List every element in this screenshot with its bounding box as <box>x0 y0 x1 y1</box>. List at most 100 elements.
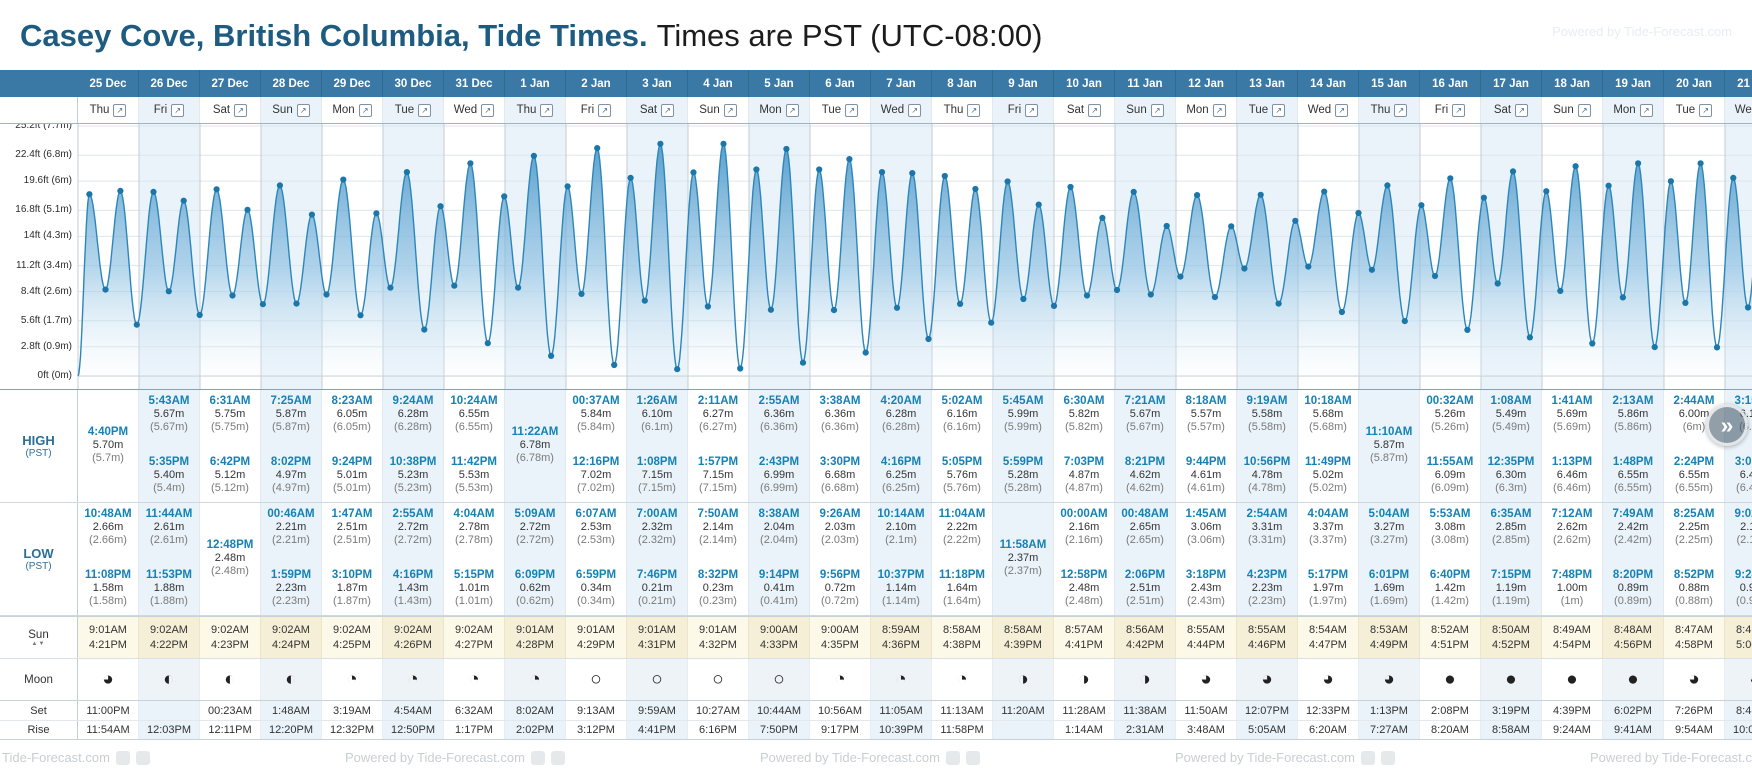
expand-day-icon[interactable]: ↗ <box>1452 103 1466 117</box>
expand-day-icon[interactable]: ↗ <box>1394 103 1408 117</box>
expand-day-icon[interactable]: ↗ <box>113 103 127 117</box>
expand-day-icon[interactable]: ↗ <box>358 103 372 117</box>
tide-time: 5:02AM <box>941 395 983 407</box>
sunset-time: 4:49PM <box>1370 639 1408 651</box>
expand-day-icon[interactable]: ↗ <box>1335 103 1349 117</box>
sun-times-cell: 9:01AM 4:31PM <box>627 617 688 658</box>
expand-day-icon[interactable]: ↗ <box>1639 103 1653 117</box>
expand-day-icon[interactable]: ↗ <box>481 103 495 117</box>
tide-time: 6:35AM <box>1490 508 1532 520</box>
expand-day-icon[interactable]: ↗ <box>785 103 799 117</box>
moonrise-cell: 2:02PM <box>505 721 566 739</box>
expand-day-icon[interactable]: ↗ <box>1212 103 1226 117</box>
footer-watermark-link[interactable]: Powered by Tide-Forecast.com <box>1175 750 1395 765</box>
expand-day-icon[interactable]: ↗ <box>967 103 981 117</box>
expand-day-icon[interactable]: ↗ <box>1577 103 1591 117</box>
expand-day-icon[interactable]: ↗ <box>723 103 737 117</box>
date-header[interactable]: 30 Dec <box>383 70 444 97</box>
social-share-icon[interactable] <box>115 750 130 765</box>
expand-day-icon[interactable]: ↗ <box>598 103 612 117</box>
social-share-icon[interactable] <box>1380 750 1395 765</box>
date-header[interactable]: 21 Jan <box>1725 70 1752 97</box>
date-header[interactable]: 10 Jan <box>1054 70 1115 97</box>
tide-height: 0.88m <box>1678 582 1710 594</box>
date-header[interactable]: 1 Jan <box>505 70 566 97</box>
date-header[interactable]: 4 Jan <box>688 70 749 97</box>
social-share-icon[interactable] <box>945 750 960 765</box>
tide-height: 4.97m <box>275 469 307 481</box>
date-header[interactable]: 31 Dec <box>444 70 505 97</box>
high-tide-entry: 9:44PM 4.61m (4.61m) <box>1176 456 1236 495</box>
tide-extreme-dot <box>373 210 380 217</box>
date-header[interactable]: 25 Dec <box>78 70 139 97</box>
expand-day-icon[interactable]: ↗ <box>661 103 675 117</box>
date-header[interactable]: 3 Jan <box>627 70 688 97</box>
tide-extreme-dot <box>641 297 648 304</box>
social-share-icon[interactable] <box>135 750 150 765</box>
tide-extreme-dot <box>1572 163 1579 170</box>
weekday-label: Thu <box>516 104 537 116</box>
date-header[interactable]: 6 Jan <box>810 70 871 97</box>
high-tide-cell: 7:25AM 5.87m (5.87m) 8:02PM 4.97m (4.97m) <box>261 390 322 502</box>
expand-day-icon[interactable]: ↗ <box>296 103 310 117</box>
moon-phase-cell: ○ <box>749 659 810 700</box>
low-tide-entry: 6:35AM 2.85m (2.85m) <box>1481 508 1541 547</box>
footer-watermark-link[interactable]: Powered by Tide-Forecast.com <box>1590 750 1752 765</box>
moonrise-cell: 3:12PM <box>566 721 627 739</box>
expand-day-icon[interactable]: ↗ <box>1515 103 1529 117</box>
date-header[interactable]: 12 Jan <box>1176 70 1237 97</box>
low-tide-entry: 3:18PM 2.43m (2.43m) <box>1176 569 1236 608</box>
date-header[interactable]: 26 Dec <box>139 70 200 97</box>
high-tide-cell: 1:08AM 5.49m (5.49m) 12:35PM 6.30m (6.3m) <box>1481 390 1542 502</box>
date-header[interactable]: 18 Jan <box>1542 70 1603 97</box>
date-header[interactable]: 2 Jan <box>566 70 627 97</box>
date-header[interactable]: 29 Dec <box>322 70 383 97</box>
expand-day-icon[interactable]: ↗ <box>234 103 248 117</box>
high-tide-entry: 7:03PM 4.87m (4.87m) <box>1054 456 1114 495</box>
date-header[interactable]: 20 Jan <box>1664 70 1725 97</box>
low-tide-cell: 5:04AM 3.27m (3.27m) 6:01PM 1.69m (1.69m) <box>1359 503 1420 615</box>
date-header[interactable]: 28 Dec <box>261 70 322 97</box>
social-share-icon[interactable] <box>965 750 980 765</box>
social-share-icon[interactable] <box>1360 750 1375 765</box>
expand-day-icon[interactable]: ↗ <box>1025 103 1039 117</box>
tide-time: 5:59PM <box>1002 456 1044 468</box>
date-header[interactable]: 7 Jan <box>871 70 932 97</box>
date-header[interactable]: 15 Jan <box>1359 70 1420 97</box>
weekday-cell: Thu ↗ <box>1359 97 1420 123</box>
date-header[interactable]: 11 Jan <box>1115 70 1176 97</box>
expand-day-icon[interactable]: ↗ <box>845 103 859 117</box>
date-header[interactable]: 5 Jan <box>749 70 810 97</box>
social-share-icon[interactable] <box>530 750 545 765</box>
date-header[interactable]: 8 Jan <box>932 70 993 97</box>
tide-extreme-dot <box>548 352 555 359</box>
sunset-time: 4:29PM <box>577 639 615 651</box>
footer-watermark-link[interactable]: Powered by Tide-Forecast.com <box>345 750 565 765</box>
expand-day-icon[interactable]: ↗ <box>418 103 432 117</box>
tide-extreme-dot <box>972 185 979 193</box>
expand-day-icon[interactable]: ↗ <box>1699 103 1713 117</box>
expand-day-icon[interactable]: ↗ <box>171 103 185 117</box>
date-header[interactable]: 16 Jan <box>1420 70 1481 97</box>
low-tide-cell: 5:53AM 3.08m (3.08m) 6:40PM 1.42m (1.42m) <box>1420 503 1481 615</box>
date-header[interactable]: 9 Jan <box>993 70 1054 97</box>
expand-day-icon[interactable]: ↗ <box>1088 103 1102 117</box>
tide-height-alt: (5.12m) <box>211 482 249 494</box>
footer-watermark-link[interactable]: Powered by Tide-Forecast.com <box>760 750 980 765</box>
date-header[interactable]: 17 Jan <box>1481 70 1542 97</box>
sunrise-time: 8:58AM <box>943 624 981 636</box>
low-tide-entry: 7:12AM 2.62m (2.62m) <box>1542 508 1602 547</box>
expand-day-icon[interactable]: ↗ <box>908 103 922 117</box>
high-tide-cell: 8:23AM 6.05m (6.05m) 9:24PM 5.01m (5.01m) <box>322 390 383 502</box>
date-header[interactable]: 14 Jan <box>1298 70 1359 97</box>
footer-watermark-link[interactable]: Powered by Tide-Forecast.com <box>0 750 150 765</box>
date-header[interactable]: 13 Jan <box>1237 70 1298 97</box>
expand-day-icon[interactable]: ↗ <box>540 103 554 117</box>
social-share-icon[interactable] <box>550 750 565 765</box>
next-week-button[interactable]: » <box>1706 404 1748 446</box>
date-header[interactable]: 19 Jan <box>1603 70 1664 97</box>
tide-height-alt: (5.7m) <box>92 451 124 464</box>
expand-day-icon[interactable]: ↗ <box>1150 103 1164 117</box>
expand-day-icon[interactable]: ↗ <box>1272 103 1286 117</box>
date-header[interactable]: 27 Dec <box>200 70 261 97</box>
